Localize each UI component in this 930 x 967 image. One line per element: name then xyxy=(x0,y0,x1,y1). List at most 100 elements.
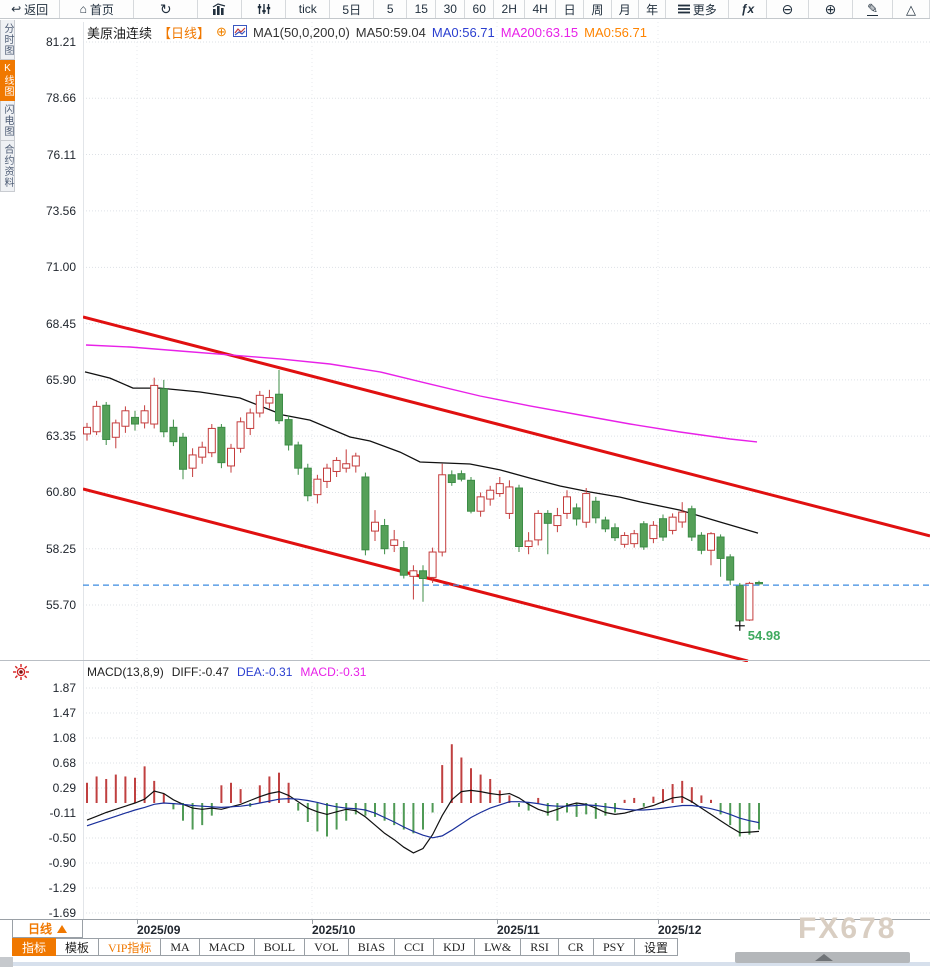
toolbar-draw-button[interactable]: ✎ xyxy=(853,0,894,18)
candle[interactable] xyxy=(639,523,648,548)
candle[interactable] xyxy=(303,467,312,497)
toolbar-kline-chart-button[interactable] xyxy=(198,0,243,18)
toolbar-zoom-in-button[interactable]: ⊕ xyxy=(809,0,854,18)
candle[interactable] xyxy=(678,511,687,523)
candle[interactable] xyxy=(371,521,379,532)
candle[interactable] xyxy=(313,478,322,496)
toolbar-indicator-settings-button[interactable] xyxy=(242,0,287,18)
candle[interactable] xyxy=(380,525,389,550)
candle[interactable] xyxy=(630,533,639,545)
indicator-tab-KDJ[interactable]: KDJ xyxy=(434,938,476,956)
sidebar-tab-3[interactable]: 闪电图 xyxy=(0,101,15,141)
candle[interactable] xyxy=(169,426,178,443)
candle[interactable] xyxy=(159,388,168,433)
candle[interactable] xyxy=(726,556,735,581)
candle[interactable] xyxy=(659,518,667,538)
candle[interactable] xyxy=(735,584,744,622)
candle[interactable] xyxy=(707,533,715,551)
toolbar-period-5d-button[interactable]: 5日 xyxy=(330,0,375,18)
candle[interactable] xyxy=(505,486,514,514)
candle[interactable] xyxy=(179,436,187,470)
candle[interactable] xyxy=(515,487,523,548)
sidebar-tab-1[interactable]: 分时图 xyxy=(0,20,15,60)
candle[interactable] xyxy=(687,508,696,538)
candle[interactable] xyxy=(438,474,447,553)
candle[interactable] xyxy=(361,476,370,551)
candle[interactable] xyxy=(495,483,504,495)
candle[interactable] xyxy=(620,534,629,545)
candle[interactable] xyxy=(131,416,139,425)
toolbar-period-4h-button[interactable]: 4H xyxy=(525,0,557,18)
candle[interactable] xyxy=(534,512,543,541)
add-circle-icon[interactable]: ⊕ xyxy=(216,24,227,39)
candle[interactable] xyxy=(553,515,562,527)
indicator-sun-icon[interactable] xyxy=(12,663,30,686)
toolbar-period-60-button[interactable]: 60 xyxy=(465,0,495,18)
toolbar-more-button[interactable]: 更多 xyxy=(666,0,730,18)
indicator-tab-CCI[interactable]: CCI xyxy=(395,938,435,956)
candle[interactable] xyxy=(390,539,399,546)
candle[interactable] xyxy=(582,493,591,523)
candle[interactable] xyxy=(188,454,197,469)
candle[interactable] xyxy=(591,500,600,519)
toolbar-home-button[interactable]: ⌂ 首页 xyxy=(60,0,135,18)
sidebar-tab-2[interactable]: K线图 xyxy=(0,60,15,101)
candle[interactable] xyxy=(428,551,437,578)
macd-chart[interactable] xyxy=(83,682,930,920)
candle[interactable] xyxy=(227,447,235,467)
candle[interactable] xyxy=(745,582,754,621)
indicator-tab-VOL[interactable]: VOL xyxy=(305,938,349,956)
candle[interactable] xyxy=(457,473,466,480)
candle[interactable] xyxy=(265,397,274,404)
indicator-tab-RSI[interactable]: RSI xyxy=(521,938,559,956)
indicator-tab-LW&[interactable]: LW& xyxy=(475,938,522,956)
candle[interactable] xyxy=(323,467,331,482)
candle[interactable] xyxy=(601,519,610,530)
candle[interactable] xyxy=(476,496,485,512)
candle[interactable] xyxy=(467,479,475,512)
candle[interactable] xyxy=(486,489,495,500)
indicator-tab-PSY[interactable]: PSY xyxy=(593,938,635,956)
toolbar-period-30-button[interactable]: 30 xyxy=(436,0,466,18)
candle[interactable] xyxy=(246,412,255,429)
candle[interactable] xyxy=(92,405,101,433)
candle[interactable] xyxy=(351,455,360,467)
indicator-tab-BIAS[interactable]: BIAS xyxy=(348,938,396,956)
toolbar-shape-button[interactable]: △ xyxy=(893,0,930,18)
candle[interactable] xyxy=(236,421,245,449)
candle[interactable] xyxy=(399,547,408,576)
toolbar-tick-button[interactable]: tick xyxy=(286,0,331,18)
toolbar-period-day-button[interactable]: 日 xyxy=(556,0,585,18)
candle[interactable] xyxy=(572,507,581,520)
candle[interactable] xyxy=(543,512,552,524)
toolbar-zoom-out-button[interactable]: ⊖ xyxy=(767,0,810,18)
sidebar-tab-4[interactable]: 合约资料 xyxy=(0,141,15,192)
candle[interactable] xyxy=(121,410,130,427)
toolbar-refresh-button[interactable]: ↻ xyxy=(134,0,199,18)
candle[interactable] xyxy=(83,426,91,435)
candle[interactable] xyxy=(649,524,658,540)
candle[interactable] xyxy=(668,516,677,531)
candle[interactable] xyxy=(697,534,706,551)
period-selector-button[interactable]: 日线 xyxy=(12,919,83,938)
indicator-tab-VIP指标[interactable]: VIP指标 xyxy=(99,938,162,956)
candle[interactable] xyxy=(150,384,159,425)
toolbar-period-month-button[interactable]: 月 xyxy=(612,0,639,18)
candle[interactable] xyxy=(294,444,303,469)
price-chart[interactable]: 54.98 xyxy=(83,22,930,662)
candle[interactable] xyxy=(111,422,120,438)
candle[interactable] xyxy=(409,570,418,577)
indicator-tab-设置[interactable]: 设置 xyxy=(634,938,678,956)
candle[interactable] xyxy=(198,446,207,458)
toolbar-back-button[interactable]: ↩ 返回 xyxy=(0,0,61,18)
candle[interactable] xyxy=(342,463,351,469)
toolbar-period-5-button[interactable]: 5 xyxy=(374,0,408,18)
toolbar-fx-button[interactable]: ƒx xyxy=(729,0,768,18)
horizontal-scrollbar[interactable] xyxy=(735,952,910,963)
indicator-tab-MACD[interactable]: MACD xyxy=(199,938,255,956)
candle[interactable] xyxy=(755,581,763,585)
candle[interactable] xyxy=(332,459,341,472)
candle[interactable] xyxy=(524,540,533,548)
toolbar-period-year-button[interactable]: 年 xyxy=(639,0,667,18)
candle[interactable] xyxy=(255,394,264,414)
